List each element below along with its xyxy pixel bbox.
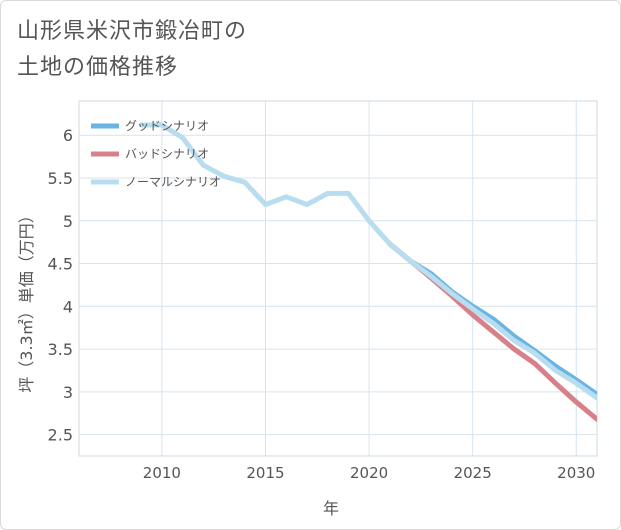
x-axis-label: 年: [323, 499, 339, 518]
y-tick-labels: 2.5 3 3.5 4 4.5 5 5.5 6: [48, 126, 73, 444]
x-tick-labels: 2010 2015 2020 2025 2030: [143, 464, 596, 482]
x-tick-label: 2010: [143, 464, 181, 482]
chart-title: 山形県米沢市鍛冶町の 土地の価格推移: [17, 14, 247, 86]
x-tick-label: 2020: [350, 464, 388, 482]
y-tick-label: 2.5: [48, 426, 73, 445]
x-tick-label: 2030: [557, 464, 595, 482]
chart-title-line2: 土地の価格推移: [17, 55, 179, 80]
y-tick-label: 3.5: [48, 340, 73, 359]
y-tick-label: 5.5: [48, 169, 73, 188]
chart-title-line1: 山形県米沢市鍛冶町の: [17, 19, 248, 44]
series-lines: [138, 122, 597, 422]
x-tick-label: 2015: [246, 464, 284, 482]
y-axis-label: 坪（3.3㎡）単価（万円）: [17, 207, 36, 392]
y-tick-label: 5: [63, 212, 73, 231]
y-tick-label: 6: [63, 126, 73, 145]
series-line-2: [138, 122, 597, 401]
y-tick-label: 4: [63, 297, 73, 316]
x-tick-label: 2025: [454, 464, 492, 482]
y-tick-label: 3: [63, 383, 73, 402]
legend-label: グッドシナリオ: [125, 119, 209, 133]
legend-label: ノーマルシナリオ: [125, 175, 221, 189]
legend-label: バッドシナリオ: [125, 147, 209, 161]
plot-frame: [78, 100, 598, 457]
y-tick-label: 4.5: [48, 255, 73, 274]
